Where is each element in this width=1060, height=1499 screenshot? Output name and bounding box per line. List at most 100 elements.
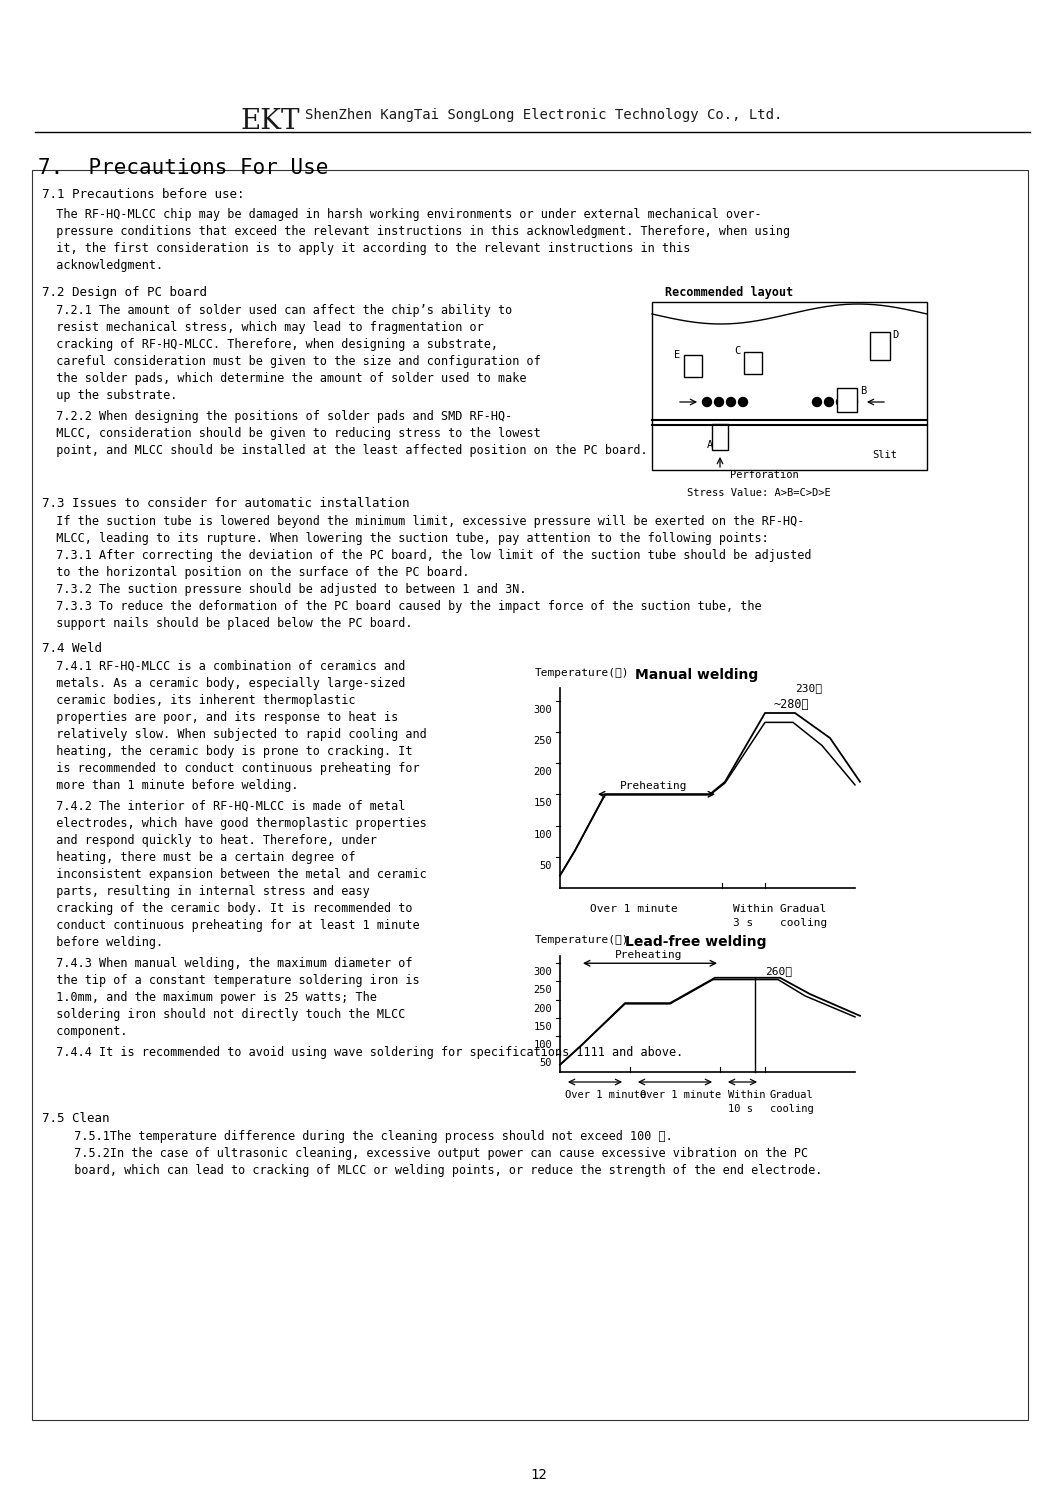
Text: the solder pads, which determine the amount of solder used to make: the solder pads, which determine the amo… — [42, 372, 527, 385]
Circle shape — [703, 397, 711, 406]
Text: before welding.: before welding. — [42, 935, 163, 949]
Text: 260℃: 260℃ — [765, 965, 792, 976]
Text: 250: 250 — [533, 985, 552, 995]
Bar — [744, 352, 762, 373]
Text: 7.3.1 After correcting the deviation of the PC board, the low limit of the sucti: 7.3.1 After correcting the deviation of … — [42, 549, 812, 562]
Text: 7.3.2 The suction pressure should be adjusted to between 1 and 3N.: 7.3.2 The suction pressure should be adj… — [42, 583, 527, 597]
Text: Perforation: Perforation — [730, 471, 799, 480]
Text: board, which can lead to cracking of MLCC or welding points, or reduce the stren: board, which can lead to cracking of MLC… — [60, 1165, 823, 1177]
Text: Gradual: Gradual — [780, 904, 827, 914]
Text: 7.4.1 RF-HQ-MLCC is a combination of ceramics and: 7.4.1 RF-HQ-MLCC is a combination of cer… — [42, 660, 405, 673]
Text: properties are poor, and its response to heat is: properties are poor, and its response to… — [42, 711, 399, 724]
Text: D: D — [893, 330, 898, 340]
Text: 250: 250 — [533, 736, 552, 745]
Text: Within: Within — [728, 1090, 765, 1100]
Text: Temperature(℃): Temperature(℃) — [535, 669, 630, 678]
Text: 150: 150 — [533, 799, 552, 808]
Text: heating, there must be a certain degree of: heating, there must be a certain degree … — [42, 851, 355, 863]
Text: up the substrate.: up the substrate. — [42, 390, 177, 402]
Text: 10 s: 10 s — [728, 1103, 753, 1114]
Circle shape — [836, 397, 846, 406]
Text: A: A — [707, 441, 713, 450]
Text: ShenZhen KangTai SongLong Electronic Technology Co., Ltd.: ShenZhen KangTai SongLong Electronic Tec… — [305, 108, 782, 121]
Circle shape — [739, 397, 747, 406]
Text: pressure conditions that exceed the relevant instructions in this acknowledgment: pressure conditions that exceed the rele… — [42, 225, 790, 238]
Text: 7.3 Issues to consider for automatic installation: 7.3 Issues to consider for automatic ins… — [42, 498, 409, 510]
Text: B: B — [860, 387, 866, 396]
Text: 50: 50 — [540, 1058, 552, 1067]
Text: more than 1 minute before welding.: more than 1 minute before welding. — [42, 779, 299, 791]
Text: C: C — [734, 346, 740, 355]
Text: cooling: cooling — [770, 1103, 814, 1114]
Text: 100: 100 — [533, 1040, 552, 1049]
Bar — [652, 301, 928, 471]
Text: 100: 100 — [533, 829, 552, 839]
Circle shape — [714, 397, 724, 406]
Text: Preheating: Preheating — [615, 950, 683, 961]
Text: The RF-HQ-MLCC chip may be damaged in harsh working environments or under extern: The RF-HQ-MLCC chip may be damaged in ha… — [42, 208, 762, 220]
Text: ceramic bodies, its inherent thermoplastic: ceramic bodies, its inherent thermoplast… — [42, 694, 355, 708]
Text: soldering iron should not directly touch the MLCC: soldering iron should not directly touch… — [42, 1007, 405, 1021]
Text: inconsistent expansion between the metal and ceramic: inconsistent expansion between the metal… — [42, 868, 427, 881]
Text: metals. As a ceramic body, especially large-sized: metals. As a ceramic body, especially la… — [42, 678, 405, 690]
Bar — [32, 169, 1028, 1420]
Text: Preheating: Preheating — [620, 781, 688, 791]
Text: 7.  Precautions For Use: 7. Precautions For Use — [38, 157, 329, 178]
Text: parts, resulting in internal stress and easy: parts, resulting in internal stress and … — [42, 884, 370, 898]
Text: 50: 50 — [540, 860, 552, 871]
Circle shape — [813, 397, 822, 406]
Circle shape — [825, 397, 833, 406]
Text: 1.0mm, and the maximum power is 25 watts; The: 1.0mm, and the maximum power is 25 watts… — [42, 991, 377, 1004]
Text: Over 1 minute: Over 1 minute — [640, 1090, 721, 1100]
Text: 12: 12 — [530, 1468, 547, 1483]
Text: relatively slow. When subjected to rapid cooling and: relatively slow. When subjected to rapid… — [42, 729, 427, 741]
Text: 7.2.1 The amount of solder used can affect the chip’s ability to: 7.2.1 The amount of solder used can affe… — [42, 304, 512, 316]
Text: Temperature(℃): Temperature(℃) — [535, 935, 630, 944]
Bar — [870, 331, 890, 360]
Text: 7.5.2In the case of ultrasonic cleaning, excessive output power can cause excess: 7.5.2In the case of ultrasonic cleaning,… — [60, 1147, 808, 1160]
Text: is recommended to conduct continuous preheating for: is recommended to conduct continuous pre… — [42, 761, 420, 775]
Text: If the suction tube is lowered beyond the minimum limit, excessive pressure will: If the suction tube is lowered beyond th… — [42, 516, 805, 528]
Text: it, the first consideration is to apply it according to the relevant instruction: it, the first consideration is to apply … — [42, 241, 690, 255]
Text: 200: 200 — [533, 767, 552, 776]
Text: point, and MLCC should be installed at the least affected position on the PC boa: point, and MLCC should be installed at t… — [42, 444, 648, 457]
Text: Manual welding: Manual welding — [635, 669, 758, 682]
Text: 7.2.2 When designing the positions of solder pads and SMD RF-HQ-: 7.2.2 When designing the positions of so… — [42, 411, 512, 423]
Text: careful consideration must be given to the size and configuration of: careful consideration must be given to t… — [42, 355, 541, 367]
Text: conduct continuous preheating for at least 1 minute: conduct continuous preheating for at lea… — [42, 919, 420, 932]
Text: 7.5.1The temperature difference during the cleaning process should not exceed 10: 7.5.1The temperature difference during t… — [60, 1130, 673, 1144]
Bar — [684, 355, 702, 378]
Text: cracking of the ceramic body. It is recommended to: cracking of the ceramic body. It is reco… — [42, 902, 412, 914]
Text: the tip of a constant temperature soldering iron is: the tip of a constant temperature solder… — [42, 974, 420, 986]
Text: 150: 150 — [533, 1022, 552, 1031]
Text: cracking of RF-HQ-MLCC. Therefore, when designing a substrate,: cracking of RF-HQ-MLCC. Therefore, when … — [42, 337, 498, 351]
Text: 300: 300 — [533, 705, 552, 715]
Text: acknowledgment.: acknowledgment. — [42, 259, 163, 271]
Text: EKT: EKT — [240, 108, 300, 135]
Text: resist mechanical stress, which may lead to fragmentation or: resist mechanical stress, which may lead… — [42, 321, 483, 334]
Text: Over 1 minute: Over 1 minute — [565, 1090, 647, 1100]
Text: 3 s: 3 s — [734, 917, 754, 928]
Text: MLCC, leading to its rupture. When lowering the suction tube, pay attention to t: MLCC, leading to its rupture. When lower… — [42, 532, 768, 546]
Bar — [837, 388, 856, 412]
Text: 7.4.3 When manual welding, the maximum diameter of: 7.4.3 When manual welding, the maximum d… — [42, 956, 412, 970]
Text: MLCC, consideration should be given to reducing stress to the lowest: MLCC, consideration should be given to r… — [42, 427, 541, 441]
Text: 7.4.2 The interior of RF-HQ-MLCC is made of metal: 7.4.2 The interior of RF-HQ-MLCC is made… — [42, 800, 405, 812]
Text: ~280℃: ~280℃ — [773, 699, 809, 711]
Text: cooling: cooling — [780, 917, 827, 928]
Text: component.: component. — [42, 1025, 127, 1037]
Text: 200: 200 — [533, 1003, 552, 1013]
Text: Within: Within — [734, 904, 774, 914]
Bar — [712, 424, 728, 450]
Text: and respond quickly to heat. Therefore, under: and respond quickly to heat. Therefore, … — [42, 833, 377, 847]
Text: 7.5 Clean: 7.5 Clean — [42, 1112, 109, 1126]
Text: 7.2 Design of PC board: 7.2 Design of PC board — [42, 286, 207, 298]
Circle shape — [726, 397, 736, 406]
Text: 300: 300 — [533, 967, 552, 977]
Text: support nails should be placed below the PC board.: support nails should be placed below the… — [42, 618, 412, 630]
Text: 7.4 Weld: 7.4 Weld — [42, 642, 102, 655]
Text: to the horizontal position on the surface of the PC board.: to the horizontal position on the surfac… — [42, 567, 470, 579]
Text: heating, the ceramic body is prone to cracking. It: heating, the ceramic body is prone to cr… — [42, 745, 412, 758]
Text: Gradual: Gradual — [770, 1090, 814, 1100]
Text: Stress Value: A>B=C>D>E: Stress Value: A>B=C>D>E — [687, 489, 831, 498]
